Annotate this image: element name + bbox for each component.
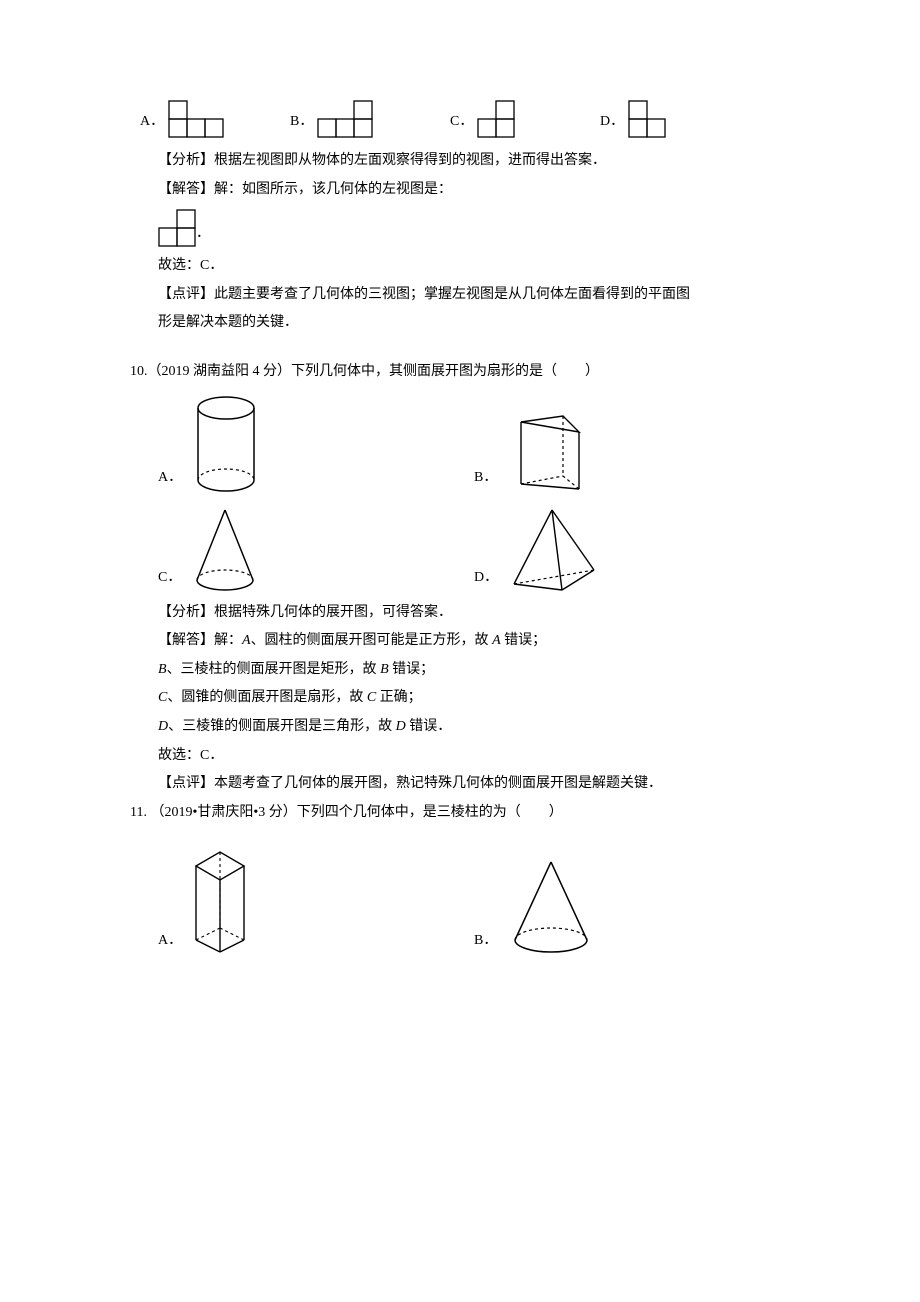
q9-comment-l1: 【点评】此题主要考查了几何体的三视图；掌握左视图是从几何体左面看得到的平面图: [130, 282, 790, 309]
q11-option-b-label: B．: [474, 928, 497, 955]
q11-option-b: B．: [474, 842, 790, 956]
q9-option-c: C．: [450, 100, 590, 138]
q10-sb-text: 、三棱柱的侧面展开图是矩形，故: [167, 662, 381, 677]
q10-option-d: D．: [474, 504, 790, 594]
cuboid-icon: [186, 842, 256, 956]
q10-sb-end: 错误；: [389, 662, 435, 677]
q10-comment: 【点评】本题考查了几何体的展开图，熟记特殊几何体的侧面展开图是解题关键．: [130, 771, 790, 798]
q11-options-row: A． B．: [130, 836, 790, 960]
q10-option-c: C．: [158, 504, 474, 594]
q10-number: 10.: [130, 364, 148, 379]
q10-sol-c: C、圆锥的侧面展开图是扇形，故 C 正确；: [130, 685, 790, 712]
q10-option-c-label: C．: [158, 565, 181, 592]
cone-icon: [185, 504, 265, 594]
q9-option-b-label: B．: [290, 109, 313, 136]
q11-stem-row: 11. （2019•甘肃庆阳•3 分）下列四个几何体中，是三棱柱的为（ ）: [130, 800, 790, 827]
q10-analysis: 【分析】根据特殊几何体的展开图，可得答案．: [130, 600, 790, 627]
q9-option-b: B．: [290, 100, 440, 138]
q11-number: 11.: [130, 805, 150, 820]
q10-therefore: 故选：C．: [130, 743, 790, 770]
cone-icon: [501, 856, 601, 956]
q10-sol-b: B、三棱柱的侧面展开图是矩形，故 B 错误；: [130, 657, 790, 684]
tetromino-icon: [158, 209, 196, 247]
q10-sa-end: 错误；: [501, 633, 547, 648]
q9-analysis: 【分析】根据左视图即从物体的左面观察得得到的视图，进而得出答案．: [130, 148, 790, 175]
q10-sd-end: 错误．: [406, 719, 452, 734]
q10-option-b: B．: [474, 394, 790, 494]
q10-option-b-label: B．: [474, 465, 497, 492]
q10-stem-row: 10.（2019 湖南益阳 4 分）下列几何体中，其侧面展开图为扇形的是（ ）: [130, 359, 790, 386]
tetromino-icon: [168, 100, 224, 138]
q11-option-a-label: A．: [158, 928, 182, 955]
triangular-prism-icon: [501, 394, 591, 494]
q9-options-row: A． B．: [130, 100, 790, 138]
q10-option-a-label: A．: [158, 465, 182, 492]
italic-d: D: [158, 719, 168, 734]
cylinder-icon: [186, 394, 266, 494]
italic-b: B: [158, 662, 167, 677]
q10-sol-d: D、三棱锥的侧面展开图是三角形，故 D 错误．: [130, 714, 790, 741]
triangular-pyramid-icon: [502, 504, 602, 594]
italic-a: A: [492, 633, 501, 648]
tetromino-icon: [628, 100, 666, 138]
page: A． B．: [0, 0, 920, 1302]
q10-sd-text: 、三棱锥的侧面展开图是三角形，故: [168, 719, 396, 734]
q9-therefore: 故选：C．: [130, 253, 790, 280]
italic-c: C: [158, 690, 167, 705]
q9-answer-period: ．: [196, 221, 210, 248]
italic-b: B: [380, 662, 389, 677]
q10-solution-prefix: 【解答】解：: [158, 633, 242, 648]
q10-sol-a: 【解答】解：A、圆柱的侧面展开图可能是正方形，故 A 错误；: [130, 628, 790, 655]
q10-options-grid: A． B．: [130, 388, 790, 598]
q9-option-d-label: D．: [600, 109, 624, 136]
q9-solution: 【解答】解：如图所示，该几何体的左视图是：: [130, 177, 790, 204]
tetromino-icon: [477, 100, 515, 138]
q9-option-d: D．: [600, 100, 666, 138]
q10-stem: （2019 湖南益阳 4 分）下列几何体中，其侧面展开图为扇形的是（ ）: [148, 364, 600, 379]
italic-a: A: [242, 633, 251, 648]
q9-option-a-label: A．: [140, 109, 164, 136]
q9-answer-figure: ．: [130, 209, 790, 247]
q11-option-a: A．: [158, 842, 474, 956]
q10-sc-text: 、圆锥的侧面展开图是扇形，故: [167, 690, 367, 705]
q10-sc-end: 正确；: [376, 690, 422, 705]
q11-stem: （2019•甘肃庆阳•3 分）下列四个几何体中，是三棱柱的为（ ）: [150, 805, 562, 820]
q9-option-c-label: C．: [450, 109, 473, 136]
q10-option-a: A．: [158, 394, 474, 494]
q9-option-a: A．: [140, 100, 280, 138]
q10-sa-text: 、圆柱的侧面展开图可能是正方形，故: [251, 633, 493, 648]
q10-option-d-label: D．: [474, 565, 498, 592]
tetromino-icon: [317, 100, 373, 138]
italic-d: D: [396, 719, 406, 734]
italic-c: C: [367, 690, 376, 705]
q9-comment-l2: 形是解决本题的关键．: [130, 310, 790, 337]
